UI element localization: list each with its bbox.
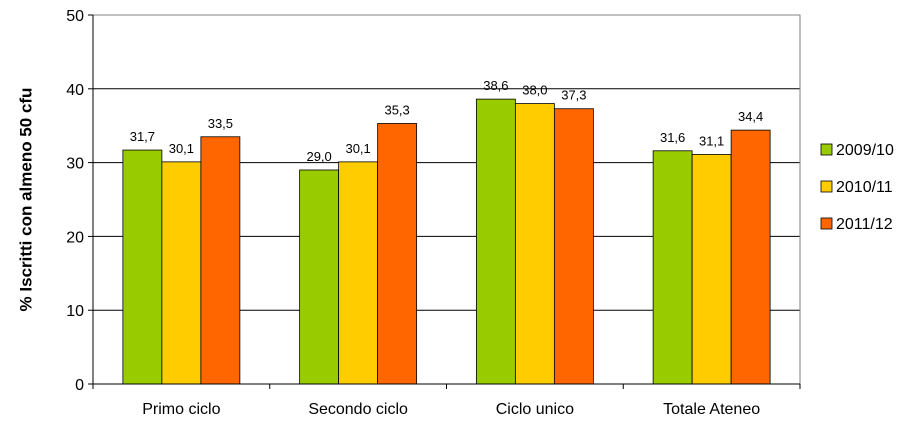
bar (161, 161, 202, 385)
data-label: 31,1 (699, 133, 724, 148)
y-tick-label: 0 (75, 377, 84, 394)
y-tick-label: 10 (66, 303, 84, 320)
data-label: 35,3 (384, 102, 409, 117)
bar (553, 108, 594, 385)
bar (652, 150, 693, 385)
legend: 2009/10 2010/11 2011/12 (820, 142, 894, 233)
data-label: 31,7 (130, 129, 155, 144)
data-label: 30,1 (169, 141, 194, 156)
data-label: 33,5 (208, 116, 233, 131)
data-label: 31,6 (660, 130, 685, 145)
bar (475, 98, 516, 385)
bar (691, 154, 732, 385)
legend-label: 2010/11 (836, 179, 893, 196)
x-category-label: Ciclo unico (496, 401, 574, 418)
x-ticks: Primo ciclo Secondo ciclo Ciclo unico Total… (92, 384, 801, 418)
legend-label: 2011/12 (836, 216, 893, 233)
x-category-label: Secondo ciclo (308, 401, 408, 418)
data-label: 37,3 (561, 88, 586, 103)
legend-swatch (820, 180, 833, 193)
legend-swatch (820, 143, 833, 156)
x-category-label: Totale Ateneo (663, 401, 760, 418)
data-label: 34,4 (738, 109, 763, 124)
bar (200, 136, 241, 385)
legend-item: 2010/11 (820, 179, 893, 196)
bar (377, 123, 418, 385)
data-label: 38,0 (522, 83, 547, 98)
y-tick-label: 50 (66, 8, 84, 25)
data-label: 38,6 (483, 78, 508, 93)
y-axis-label: % Iscritti con almeno 50 cfu (16, 88, 35, 312)
legend-swatch (820, 217, 833, 230)
bar (730, 129, 771, 385)
bar (299, 169, 340, 385)
bar (122, 149, 163, 385)
bar (338, 161, 379, 385)
data-labels: 31,7 30,1 33,5 29,0 30,1 35,3 38,6 38,0 37,3 31,6… (130, 78, 764, 164)
y-ticks: 0 10 20 30 40 50 (66, 8, 93, 394)
y-tick-label: 20 (66, 229, 84, 246)
data-label: 30,1 (345, 141, 370, 156)
y-tick-label: 40 (66, 82, 84, 99)
bars (122, 98, 771, 385)
legend-item: 2011/12 (820, 216, 893, 233)
y-tick-label: 30 (66, 156, 84, 173)
bar (514, 103, 555, 385)
x-category-label: Primo ciclo (142, 401, 220, 418)
legend-label: 2009/10 (836, 142, 894, 159)
data-label: 29,0 (306, 149, 331, 164)
legend-item: 2009/10 (820, 142, 894, 159)
